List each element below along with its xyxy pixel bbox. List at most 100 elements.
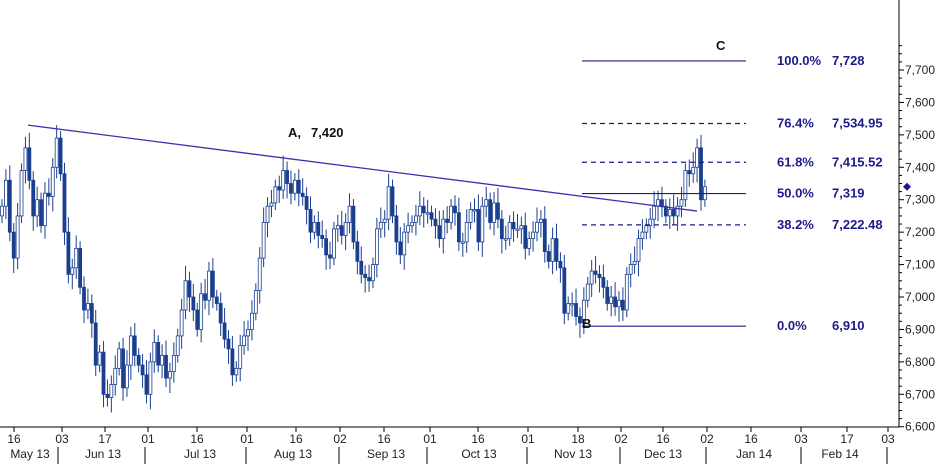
fib-value-label: 7,319 [832,186,865,201]
candle-body [175,335,180,356]
candle-body [89,303,94,324]
candle-body [597,273,602,278]
candle-body [281,170,286,191]
y-tick-label: 6,700 [905,387,935,401]
candle-body [441,218,446,240]
fib-value-label: 7,728 [832,53,865,68]
candle-body [320,234,325,240]
candle-body [250,312,254,330]
candle-body [62,173,67,233]
candle-body [609,296,614,304]
fib-percent-label: 0.0% [777,318,807,333]
candle-body [78,247,82,288]
candle-body [261,222,266,259]
candle-body [538,218,543,223]
candle-body [246,329,250,337]
candle-body [43,192,47,227]
candlestick-series [0,125,707,413]
candle-body [566,303,571,314]
y-tick-label: 7,200 [905,225,935,239]
x-day-label: 17 [840,432,854,446]
candle-body [429,212,434,220]
candle-body [578,316,582,324]
candle-body [515,228,520,231]
candle-body [121,348,125,389]
candle-body [367,277,371,282]
x-day-label: 16 [744,432,758,446]
candle-body [644,225,649,233]
fib-percent-label: 50.0% [777,186,814,201]
x-day-label: 03 [881,432,895,446]
x-month-label: May 13 [10,447,50,461]
candle-body [527,238,532,249]
candle-body [468,209,473,223]
candle-body [535,222,539,233]
candle-body [58,137,63,175]
candle-body [546,251,551,262]
candle-body [699,147,703,201]
candle-body [343,222,348,236]
candle-body [613,296,617,308]
x-month-label: Feb 14 [821,447,859,461]
candle-body [93,322,98,366]
candle-body [156,342,161,366]
candle-body [562,267,567,314]
point-labels: A, 7,420 B C [288,38,726,331]
candle-body [148,361,153,395]
candle-body [335,225,340,230]
candle-body [296,179,301,194]
y-tick-label: 6,800 [905,355,935,369]
candle-body [0,205,4,217]
candle-body [82,286,86,311]
x-day-label: 01 [141,432,155,446]
candle-body [410,222,414,227]
candle-body [605,286,610,304]
fib-value-label: 7,534.95 [832,116,883,131]
candle-body [687,170,692,175]
y-tick-label: 7,100 [905,258,935,272]
candle-body [300,192,305,197]
candle-body [574,303,578,317]
candle-body [656,199,660,207]
candle-body [472,209,477,212]
point-a-value: 7,420 [311,125,344,140]
candle-body [242,335,247,347]
candle-body [31,179,36,217]
candle-body [179,309,184,337]
fib-percent-label: 76.4% [777,116,814,131]
candle-body [265,205,270,223]
x-day-label: 01 [423,432,437,446]
trendline-layer [27,124,698,212]
x-day-label: 16 [377,432,391,446]
x-month-label: Aug 13 [274,447,312,461]
x-axis: 16 03 17 01 16 01 16 02 16 01 16 01 18 02 16 02 16 03 17 03… [7,427,895,464]
candle-body [4,179,8,207]
candle-body [117,348,122,369]
candle-body [511,222,516,230]
candle-body [15,215,20,259]
y-tick-label: 7,600 [905,95,935,109]
candle-body [390,186,395,217]
candle-body [581,299,586,324]
x-day-label: 18 [571,432,585,446]
candle-body [210,270,215,298]
candle-body [406,225,411,233]
candle-body [402,231,407,256]
candle-body [398,241,403,256]
candle-body [378,222,383,230]
candle-body [199,293,204,330]
candle-body [363,273,368,278]
candle-body [109,384,114,398]
candle-body [308,209,313,233]
candle-body [191,296,196,311]
candle-body [414,215,418,223]
candle-body [46,192,51,197]
candle-body [374,228,379,265]
candle-body [679,199,684,207]
candle-body [663,205,668,217]
x-day-label: 17 [98,432,112,446]
x-day-label: 02 [614,432,628,446]
candle-body [359,260,364,275]
candle-body [660,199,664,207]
